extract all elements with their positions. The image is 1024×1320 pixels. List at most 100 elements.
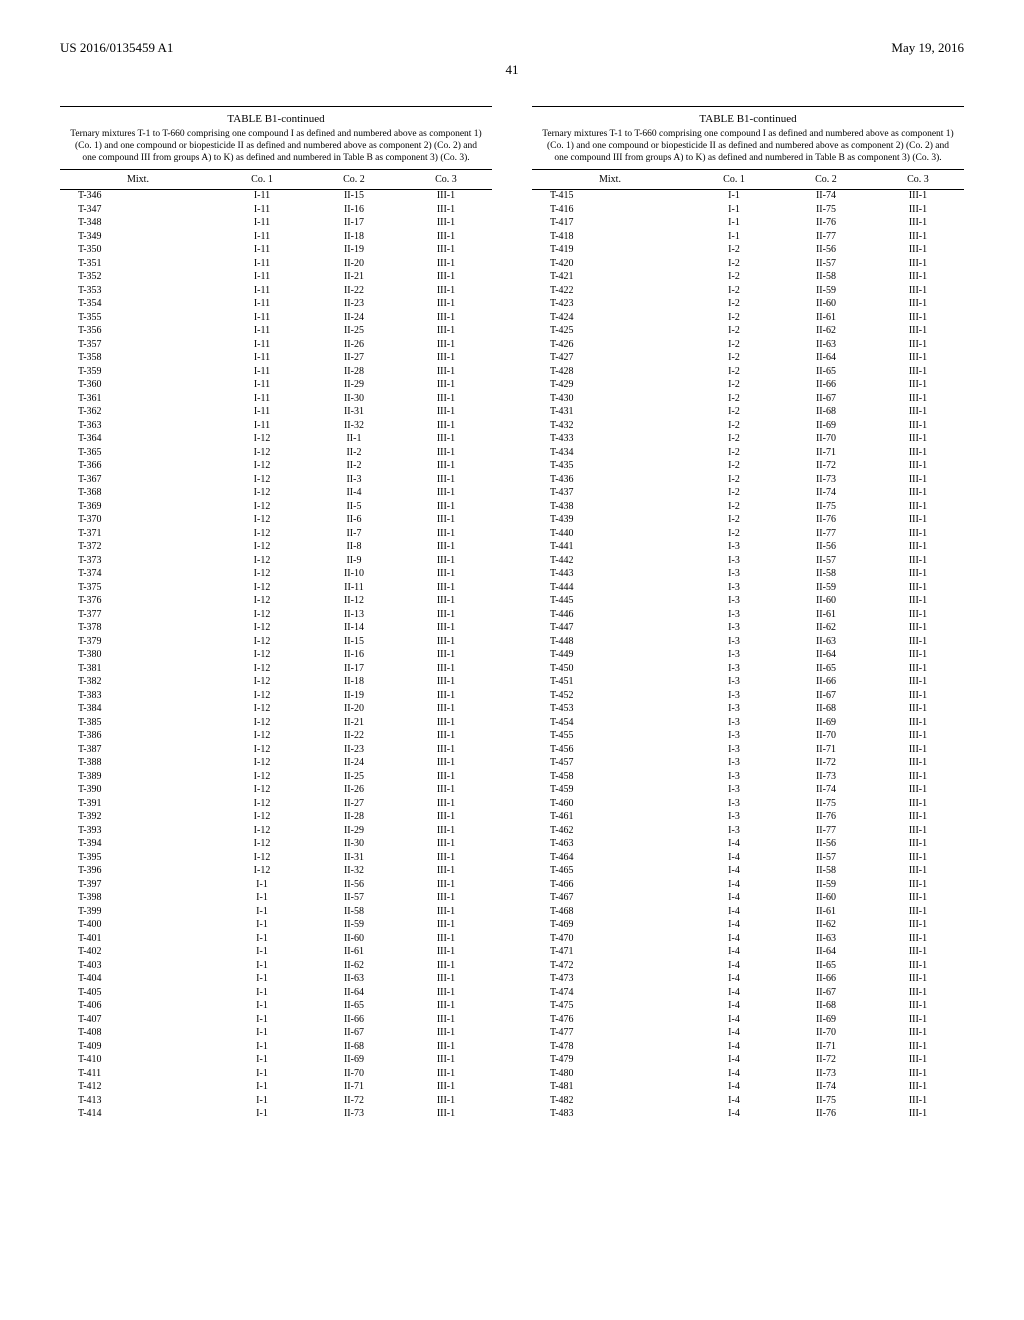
- table-cell: III-1: [872, 1054, 964, 1068]
- table-row: T-403I-1II-62III-1: [60, 959, 492, 973]
- table-row: T-349I-11II-18III-1: [60, 230, 492, 244]
- table-cell: III-1: [872, 905, 964, 919]
- table-cell: II-61: [780, 311, 872, 325]
- table-cell: T-459: [532, 784, 688, 798]
- table-cell: T-478: [532, 1040, 688, 1054]
- table-cell: III-1: [400, 527, 492, 541]
- table-cell: II-73: [780, 770, 872, 784]
- table-cell: T-396: [60, 865, 216, 879]
- table-cell: T-442: [532, 554, 688, 568]
- table-cell: III-1: [872, 338, 964, 352]
- table-cell: III-1: [400, 824, 492, 838]
- table-row: T-377I-12II-13III-1: [60, 608, 492, 622]
- table-cell: T-409: [60, 1040, 216, 1054]
- table-cell: III-1: [400, 419, 492, 433]
- table-row: T-388I-12II-24III-1: [60, 757, 492, 771]
- table-cell: I-1: [216, 1081, 308, 1095]
- table-cell: I-4: [688, 1094, 780, 1108]
- table-cell: II-76: [780, 217, 872, 231]
- table-cell: II-19: [308, 244, 400, 258]
- table-cell: II-12: [308, 595, 400, 609]
- table-cell: I-11: [216, 257, 308, 271]
- table-cell: II-5: [308, 500, 400, 514]
- table-cell: T-388: [60, 757, 216, 771]
- table-cell: I-11: [216, 230, 308, 244]
- table-row: T-380I-12II-16III-1: [60, 649, 492, 663]
- col-mixt: Mixt.: [532, 170, 688, 190]
- table-cell: I-2: [688, 311, 780, 325]
- table-cell: II-67: [308, 1027, 400, 1041]
- table-row: T-434I-2II-71III-1: [532, 446, 964, 460]
- table-cell: III-1: [872, 743, 964, 757]
- table-row: T-384I-12II-20III-1: [60, 703, 492, 717]
- table-cell: T-420: [532, 257, 688, 271]
- table-row: T-477I-4II-70III-1: [532, 1027, 964, 1041]
- table-cell: I-3: [688, 689, 780, 703]
- table-cell: T-469: [532, 919, 688, 933]
- table-cell: II-18: [308, 676, 400, 690]
- table-cell: II-18: [308, 230, 400, 244]
- table-cell: III-1: [400, 851, 492, 865]
- table-cell: T-411: [60, 1067, 216, 1081]
- table-cell: I-11: [216, 406, 308, 420]
- table-cell: II-60: [780, 595, 872, 609]
- table-row: T-450I-3II-65III-1: [532, 662, 964, 676]
- table-row: T-448I-3II-63III-1: [532, 635, 964, 649]
- table-cell: II-57: [780, 257, 872, 271]
- table-cell: III-1: [400, 189, 492, 203]
- table-cell: T-404: [60, 973, 216, 987]
- table-cell: III-1: [400, 244, 492, 258]
- table-cell: III-1: [872, 257, 964, 271]
- table-cell: T-377: [60, 608, 216, 622]
- table-cell: I-12: [216, 689, 308, 703]
- table-cell: III-1: [400, 217, 492, 231]
- table-cell: I-1: [216, 1067, 308, 1081]
- table-cell: II-20: [308, 257, 400, 271]
- table-cell: III-1: [872, 676, 964, 690]
- table-cell: T-452: [532, 689, 688, 703]
- table-cell: III-1: [400, 838, 492, 852]
- table-cell: I-2: [688, 352, 780, 366]
- table-cell: T-482: [532, 1094, 688, 1108]
- table-cell: T-402: [60, 946, 216, 960]
- table-cell: III-1: [872, 703, 964, 717]
- table-row: T-439I-2II-76III-1: [532, 514, 964, 528]
- table-cell: II-63: [780, 932, 872, 946]
- table-cell: I-3: [688, 581, 780, 595]
- table-cell: III-1: [400, 338, 492, 352]
- table-cell: III-1: [872, 1108, 964, 1122]
- table-cell: I-12: [216, 770, 308, 784]
- table-cell: I-4: [688, 892, 780, 906]
- table-cell: I-12: [216, 811, 308, 825]
- publication-date: May 19, 2016: [891, 40, 964, 56]
- table-row: T-429I-2II-66III-1: [532, 379, 964, 393]
- table-row: T-360I-11II-29III-1: [60, 379, 492, 393]
- table-cell: T-462: [532, 824, 688, 838]
- table-cell: T-413: [60, 1094, 216, 1108]
- table-cell: III-1: [872, 784, 964, 798]
- table-cell: II-72: [780, 757, 872, 771]
- table-row: T-404I-1II-63III-1: [60, 973, 492, 987]
- table-header-row: Mixt. Co. 1 Co. 2 Co. 3: [532, 170, 964, 190]
- table-cell: III-1: [400, 1067, 492, 1081]
- table-cell: II-67: [780, 689, 872, 703]
- table-cell: II-73: [308, 1108, 400, 1122]
- table-cell: T-440: [532, 527, 688, 541]
- table-cell: II-28: [308, 811, 400, 825]
- table-cell: I-12: [216, 730, 308, 744]
- table-cell: II-60: [780, 892, 872, 906]
- table-cell: T-349: [60, 230, 216, 244]
- table-cell: III-1: [872, 1013, 964, 1027]
- table-cell: III-1: [400, 230, 492, 244]
- publication-number: US 2016/0135459 A1: [60, 40, 173, 56]
- table-cell: III-1: [872, 311, 964, 325]
- table-row: T-363I-11II-32III-1: [60, 419, 492, 433]
- table-cell: I-11: [216, 189, 308, 203]
- table-row: T-476I-4II-69III-1: [532, 1013, 964, 1027]
- table-cell: I-11: [216, 325, 308, 339]
- table-row: T-411I-1II-70III-1: [60, 1067, 492, 1081]
- left-column: TABLE B1-continued Ternary mixtures T-1 …: [60, 106, 492, 1121]
- table-row: T-390I-12II-26III-1: [60, 784, 492, 798]
- table-cell: II-69: [780, 419, 872, 433]
- table-cell: T-417: [532, 217, 688, 231]
